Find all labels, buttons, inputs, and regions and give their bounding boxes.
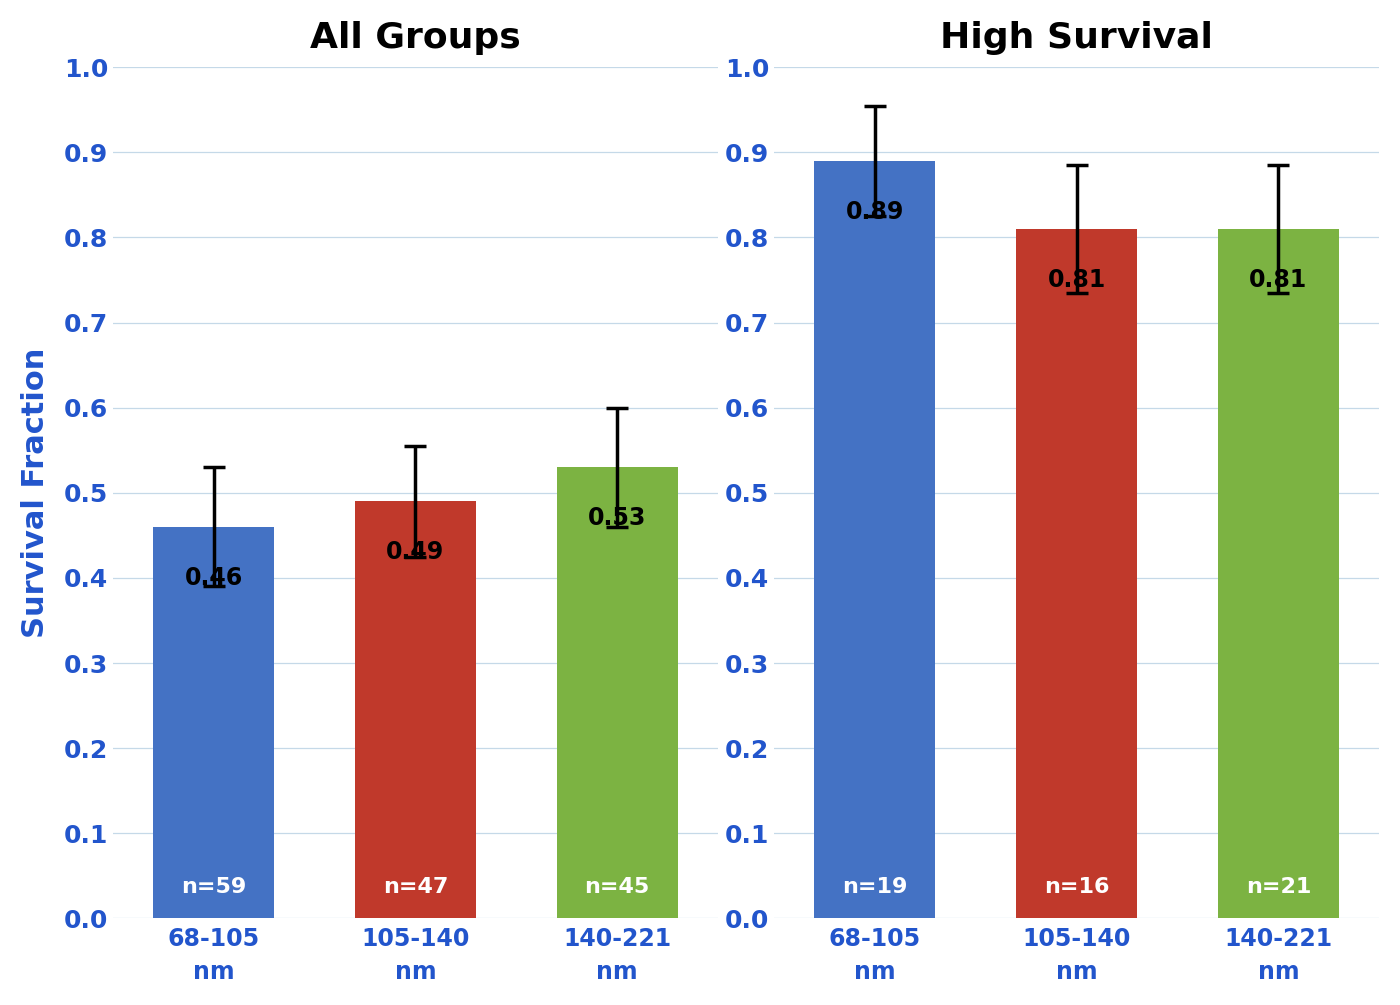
Bar (356, 501, 476, 919)
Text: n=19: n=19 (843, 877, 907, 897)
Text: 0.81: 0.81 (1249, 268, 1308, 292)
Text: 0.53: 0.53 (588, 507, 647, 531)
Title: All Groups: All Groups (309, 21, 521, 55)
Text: n=16: n=16 (1044, 877, 1109, 897)
Bar (153, 527, 274, 919)
Bar (1218, 229, 1338, 919)
Bar (557, 467, 678, 919)
Text: n=47: n=47 (382, 877, 448, 897)
Text: 0.49: 0.49 (386, 541, 445, 565)
Bar (1016, 229, 1137, 919)
Text: 0.89: 0.89 (846, 200, 904, 224)
Text: n=59: n=59 (181, 877, 246, 897)
Text: n=21: n=21 (1246, 877, 1310, 897)
Text: 0.46: 0.46 (185, 566, 244, 590)
Bar (815, 161, 935, 919)
Text: 0.81: 0.81 (1047, 268, 1106, 292)
Text: n=45: n=45 (585, 877, 650, 897)
Title: High Survival: High Survival (941, 21, 1212, 55)
Y-axis label: Survival Fraction: Survival Fraction (21, 348, 50, 638)
